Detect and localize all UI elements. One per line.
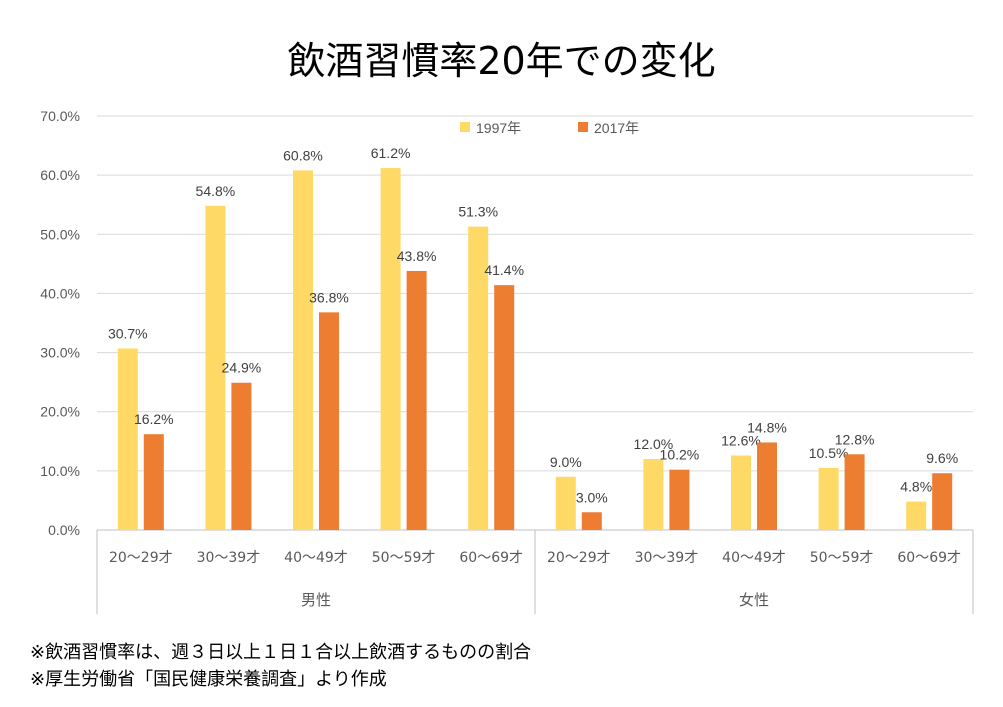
legend-label: 1997年 xyxy=(476,120,521,136)
category-label: 40〜49才 xyxy=(284,550,348,566)
bar-2017 xyxy=(231,382,252,530)
data-label: 36.8% xyxy=(309,289,349,305)
data-label: 12.6% xyxy=(721,432,761,448)
y-tick-label: 20.0% xyxy=(40,404,80,420)
data-label: 12.0% xyxy=(634,436,674,452)
category-label: 60〜69才 xyxy=(897,550,961,566)
data-label: 9.6% xyxy=(926,450,958,466)
data-label: 10.2% xyxy=(660,447,700,463)
bar-1997 xyxy=(731,455,751,530)
legend-swatch xyxy=(578,122,588,132)
category-label: 20〜29才 xyxy=(109,550,173,566)
bar-1997 xyxy=(380,168,401,530)
bar-2017 xyxy=(143,434,164,530)
data-label: 10.5% xyxy=(809,445,849,461)
bar-1997 xyxy=(293,170,313,530)
data-label: 43.8% xyxy=(397,248,437,264)
y-tick-label: 70.0% xyxy=(40,108,80,124)
category-label: 60〜69才 xyxy=(459,550,523,566)
bar-2017 xyxy=(932,473,953,530)
bar-2017 xyxy=(494,285,515,530)
bar-1997 xyxy=(643,459,664,530)
legend-label: 2017年 xyxy=(594,120,639,136)
bar-1997 xyxy=(555,476,576,530)
bar-2017 xyxy=(669,469,690,530)
category-label: 20〜29才 xyxy=(547,550,611,566)
category-label: 40〜49才 xyxy=(722,550,786,566)
y-tick-label: 60.0% xyxy=(40,167,80,183)
bar-1997 xyxy=(468,226,489,530)
y-tick-label: 40.0% xyxy=(40,285,80,301)
category-label: 50〜59才 xyxy=(810,550,874,566)
data-label: 9.0% xyxy=(550,454,582,470)
bar-2017 xyxy=(581,512,602,530)
chart-title: 飲酒習慣率20年での変化 xyxy=(287,39,716,83)
data-label: 24.9% xyxy=(222,360,262,376)
category-label: 30〜39才 xyxy=(197,550,261,566)
data-label: 4.8% xyxy=(900,479,932,495)
bar-1997 xyxy=(818,467,839,530)
data-label: 54.8% xyxy=(196,183,236,199)
category-label: 30〜39才 xyxy=(635,550,699,566)
footnote-definition: ※飲酒習慣率は、週３日以上１日１合以上飲酒するものの割合 xyxy=(30,642,532,663)
category-label: 50〜59才 xyxy=(372,550,436,566)
legend-swatch xyxy=(460,122,470,132)
bar-1997 xyxy=(117,348,138,530)
bar-2017 xyxy=(406,270,427,530)
data-label: 3.0% xyxy=(576,489,608,505)
bar-1997 xyxy=(205,205,226,530)
data-label: 16.2% xyxy=(134,411,174,427)
y-tick-label: 10.0% xyxy=(40,463,80,479)
bar-2017 xyxy=(844,454,865,530)
data-label: 12.8% xyxy=(835,431,875,447)
y-tick-label: 30.0% xyxy=(40,345,80,361)
data-label: 41.4% xyxy=(484,262,524,278)
data-label: 60.8% xyxy=(283,147,323,163)
data-label: 61.2% xyxy=(371,145,411,161)
y-tick-label: 0.0% xyxy=(48,522,80,538)
group-label: 女性 xyxy=(739,591,769,609)
bar-1997 xyxy=(906,501,927,530)
footnote-source: ※厚生労働省「国民健康栄養調査」より作成 xyxy=(30,669,387,690)
group-label: 男性 xyxy=(301,591,331,609)
bar-2017 xyxy=(757,442,777,530)
y-tick-label: 50.0% xyxy=(40,226,80,242)
data-label: 51.3% xyxy=(458,204,498,220)
data-label: 14.8% xyxy=(747,419,787,435)
bar-2017 xyxy=(319,312,339,530)
data-label: 30.7% xyxy=(108,325,148,341)
